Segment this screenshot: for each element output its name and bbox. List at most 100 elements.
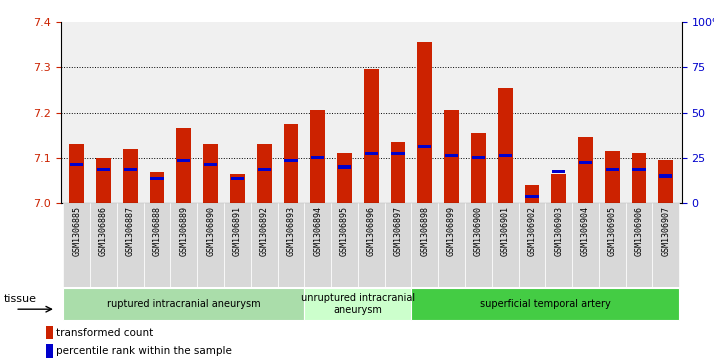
Bar xyxy=(258,168,271,171)
Bar xyxy=(578,138,593,203)
Bar xyxy=(46,344,53,358)
Bar xyxy=(177,159,191,162)
Bar xyxy=(331,203,358,287)
Bar xyxy=(364,69,378,203)
Text: unruptured intracranial
aneurysm: unruptured intracranial aneurysm xyxy=(301,293,415,315)
Bar xyxy=(358,203,385,287)
Bar xyxy=(97,168,110,171)
Bar xyxy=(445,154,458,157)
Text: GSM1306890: GSM1306890 xyxy=(206,206,215,256)
Bar xyxy=(171,203,197,287)
Bar xyxy=(64,203,90,287)
Bar xyxy=(498,87,513,203)
Text: GSM1306887: GSM1306887 xyxy=(126,206,135,256)
Bar xyxy=(304,203,331,287)
Bar xyxy=(124,168,137,171)
Bar xyxy=(471,133,486,203)
Bar xyxy=(96,158,111,203)
Bar xyxy=(304,289,411,319)
Bar xyxy=(90,203,117,287)
Bar xyxy=(231,177,244,180)
Bar xyxy=(418,42,432,203)
Text: GSM1306904: GSM1306904 xyxy=(581,206,590,256)
Bar xyxy=(418,145,431,148)
Bar xyxy=(492,203,518,287)
Bar xyxy=(311,110,325,203)
Bar xyxy=(278,203,304,287)
Bar xyxy=(599,203,625,287)
Bar xyxy=(572,203,599,287)
Bar xyxy=(70,163,84,166)
Bar xyxy=(123,149,138,203)
Bar xyxy=(411,203,438,287)
Bar xyxy=(338,166,351,168)
Bar xyxy=(653,203,679,287)
Bar xyxy=(411,289,679,319)
Bar xyxy=(633,168,645,171)
Bar xyxy=(284,159,298,162)
Bar xyxy=(204,163,217,166)
Text: GSM1306905: GSM1306905 xyxy=(608,206,617,256)
Bar xyxy=(551,174,566,203)
Bar xyxy=(230,174,245,203)
Text: superficial temporal artery: superficial temporal artery xyxy=(480,299,610,309)
Bar xyxy=(579,161,592,164)
Bar xyxy=(365,152,378,155)
Bar xyxy=(151,177,164,180)
Text: GSM1306894: GSM1306894 xyxy=(313,206,322,256)
Text: GSM1306903: GSM1306903 xyxy=(554,206,563,256)
Bar xyxy=(197,203,224,287)
Bar xyxy=(224,203,251,287)
Bar xyxy=(257,144,271,203)
Bar xyxy=(337,154,352,203)
Bar xyxy=(498,154,512,157)
Bar xyxy=(391,152,405,155)
Bar xyxy=(658,160,673,203)
Bar xyxy=(438,203,465,287)
Text: GSM1306888: GSM1306888 xyxy=(153,206,161,256)
Bar xyxy=(283,124,298,203)
Bar xyxy=(144,203,171,287)
Bar xyxy=(625,203,653,287)
Text: GSM1306893: GSM1306893 xyxy=(286,206,296,256)
Bar xyxy=(251,203,278,287)
Text: GSM1306897: GSM1306897 xyxy=(393,206,403,256)
Bar xyxy=(64,289,304,319)
Bar xyxy=(552,170,565,173)
Bar xyxy=(203,144,218,203)
Bar xyxy=(545,203,572,287)
Text: GSM1306907: GSM1306907 xyxy=(661,206,670,256)
Text: GSM1306889: GSM1306889 xyxy=(179,206,188,256)
Bar xyxy=(46,326,53,339)
Text: GSM1306901: GSM1306901 xyxy=(501,206,510,256)
Text: GSM1306892: GSM1306892 xyxy=(260,206,268,256)
Text: GSM1306891: GSM1306891 xyxy=(233,206,242,256)
Bar xyxy=(632,154,646,203)
Text: GSM1306900: GSM1306900 xyxy=(474,206,483,256)
Text: transformed count: transformed count xyxy=(56,328,154,338)
Bar xyxy=(518,203,545,287)
Text: tissue: tissue xyxy=(4,294,36,304)
Bar xyxy=(525,185,539,203)
Text: GSM1306899: GSM1306899 xyxy=(447,206,456,256)
Text: GSM1306906: GSM1306906 xyxy=(635,206,643,256)
Text: GSM1306885: GSM1306885 xyxy=(72,206,81,256)
Bar xyxy=(391,142,406,203)
Bar xyxy=(605,151,620,203)
Bar xyxy=(472,156,485,159)
Bar xyxy=(659,175,673,178)
Text: GSM1306886: GSM1306886 xyxy=(99,206,108,256)
Bar xyxy=(176,129,191,203)
Text: percentile rank within the sample: percentile rank within the sample xyxy=(56,346,232,356)
Text: GSM1306895: GSM1306895 xyxy=(340,206,349,256)
Text: GSM1306898: GSM1306898 xyxy=(421,206,429,256)
Text: GSM1306896: GSM1306896 xyxy=(367,206,376,256)
Bar xyxy=(311,156,324,159)
Bar xyxy=(526,195,538,198)
Bar xyxy=(444,110,459,203)
Bar xyxy=(69,144,84,203)
Text: ruptured intracranial aneurysm: ruptured intracranial aneurysm xyxy=(107,299,261,309)
Bar xyxy=(150,172,164,203)
Bar xyxy=(605,168,619,171)
Bar xyxy=(385,203,411,287)
